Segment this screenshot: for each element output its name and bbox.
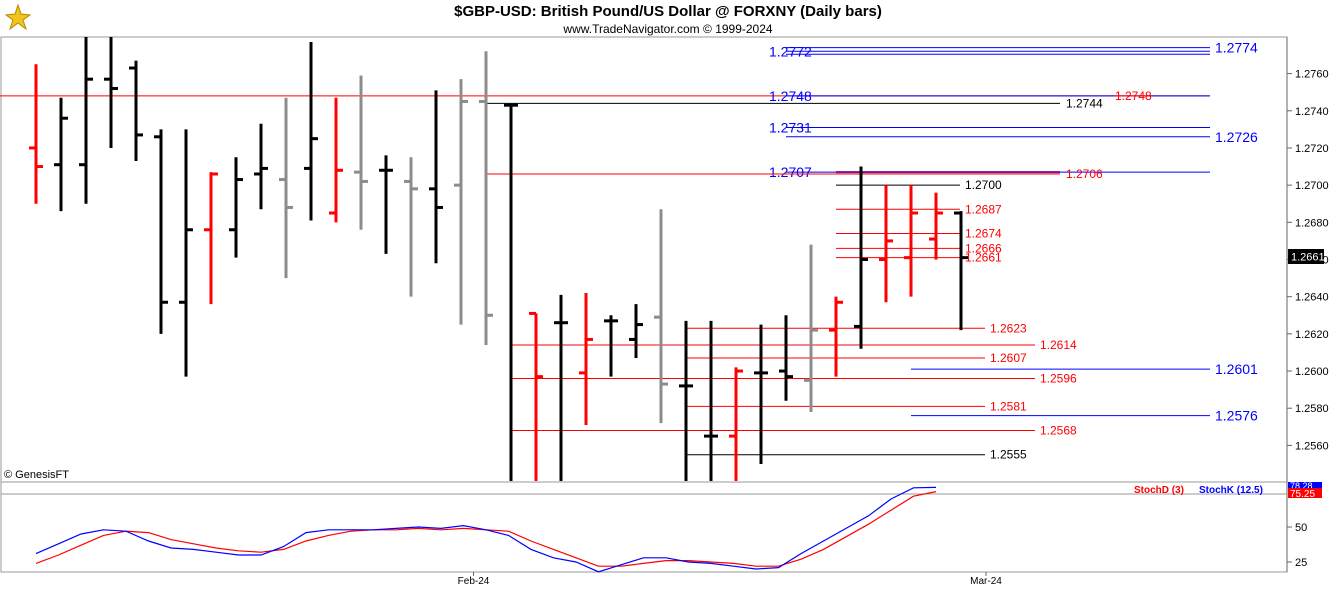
price-level-label: 1.2674	[965, 226, 1002, 240]
ohlc-bar	[729, 367, 743, 481]
ohlc-bar	[829, 296, 843, 377]
price-level-label: 1.2748	[769, 88, 812, 104]
price-tick-label: 1.2720	[1295, 143, 1329, 155]
ohlc-bar	[404, 157, 418, 297]
price-level-label: 1.2772	[769, 43, 812, 59]
price-level-label: 1.2601	[1215, 361, 1258, 377]
price-level-label: 1.2568	[1040, 424, 1077, 438]
price-level-label: 1.2726	[1215, 129, 1258, 145]
ohlc-bar	[454, 79, 468, 325]
price-level-label: 1.2576	[1215, 408, 1258, 424]
price-tick-label: 1.2640	[1295, 292, 1329, 304]
price-tick-label: 1.2760	[1295, 69, 1329, 81]
ohlc-bar	[179, 129, 193, 377]
price-level-label: 1.2666	[965, 241, 1002, 255]
price-tick-label: 1.2580	[1295, 403, 1329, 415]
stoch-d-line	[35, 491, 937, 567]
ohlc-bar	[354, 75, 368, 230]
ohlc-bar	[954, 211, 968, 331]
price-level-label: 1.2661	[965, 251, 1002, 265]
ohlc-bar	[754, 324, 768, 464]
price-tick-label: 1.2600	[1295, 366, 1329, 378]
ohlc-bar	[579, 292, 593, 425]
x-axis-label: Mar-24	[970, 576, 1002, 587]
price-level-label: 1.2607	[990, 351, 1027, 365]
price-tick-label: 1.2680	[1295, 217, 1329, 229]
stoch-k-value: 78.28	[1290, 481, 1313, 491]
ohlc-bar	[679, 320, 693, 481]
ohlc-bar	[379, 155, 393, 254]
ohlc-bar	[429, 90, 443, 264]
ohlc-bar	[54, 97, 68, 212]
price-level-label: 1.2614	[1040, 338, 1077, 352]
ohlc-bar	[854, 166, 868, 349]
ohlc-bar	[929, 192, 943, 260]
ohlc-bar	[129, 60, 143, 161]
price-level-label: 1.2731	[769, 120, 812, 136]
price-level-label: 1.2748	[1115, 89, 1152, 103]
x-axis-label: Feb-24	[458, 576, 490, 587]
ohlc-bar	[629, 304, 643, 359]
price-level-label: 1.2623	[990, 321, 1027, 335]
ohlc-bar	[554, 294, 568, 481]
ohlc-bar	[879, 185, 893, 303]
ohlc-bar	[254, 123, 268, 210]
price-level-label: 1.2700	[965, 178, 1002, 192]
ohlc-bar	[304, 41, 318, 221]
price-level-label: 1.2774	[1215, 40, 1258, 56]
ohlc-bar	[104, 37, 118, 148]
price-level-label: 1.2581	[990, 399, 1027, 413]
price-level-label: 1.2687	[965, 202, 1002, 216]
stoch-d-value-box	[1288, 488, 1322, 498]
stoch-d-value: 75.25	[1290, 489, 1315, 500]
stoch-tick-label: 50	[1295, 522, 1307, 534]
stoch-k-value-box	[1288, 482, 1322, 490]
stochastic-pane-border	[0, 481, 1288, 573]
price-level-label: 1.2596	[1040, 371, 1077, 385]
price-level-label: 1.2706	[1066, 167, 1103, 181]
chart-title: $GBP-USD: British Pound/US Dollar @ FORX…	[454, 3, 882, 20]
trade-navigator-logo-icon	[4, 3, 32, 31]
ohlc-bar	[204, 172, 218, 305]
ohlc-bar	[504, 103, 518, 481]
stoch-legend-label: StochK (12.5)	[1199, 485, 1263, 496]
copyright-label: © GenesisFT	[4, 469, 69, 481]
ohlc-bar	[154, 129, 168, 334]
price-tick-label: 1.2620	[1295, 329, 1329, 341]
ohlc-bar	[604, 315, 618, 377]
ohlc-bar	[229, 157, 243, 258]
stoch-tick-label: 25	[1295, 557, 1307, 569]
last-price-marker: 1.2661	[1288, 249, 1325, 264]
ohlc-bar	[704, 320, 718, 481]
price-tick-label: 1.2740	[1295, 106, 1329, 118]
chart-subtitle: www.TradeNavigator.com © 1999-2024	[563, 22, 773, 36]
stoch-k-line	[35, 486, 937, 573]
ohlc-bar	[804, 244, 818, 412]
ohlc-bar	[529, 311, 543, 481]
price-level-label: 1.2744	[1066, 96, 1103, 110]
last-price-label: 1.2661	[1291, 252, 1325, 264]
ohlc-bar	[779, 315, 793, 401]
ohlc-bar	[904, 185, 918, 297]
price-tick-label: 1.2560	[1295, 440, 1329, 452]
ohlc-bar	[79, 37, 93, 204]
price-tick-label: 1.2700	[1295, 180, 1329, 192]
ohlc-bar	[329, 97, 343, 223]
stoch-legend-label: StochD (3)	[1134, 485, 1184, 496]
price-level-label: 1.2707	[769, 164, 812, 180]
price-level-label: 1.2555	[990, 448, 1027, 462]
ohlc-bar	[29, 64, 43, 204]
ohlc-bar	[654, 209, 668, 424]
ohlc-bar	[279, 97, 293, 279]
ohlc-bar	[479, 51, 493, 346]
